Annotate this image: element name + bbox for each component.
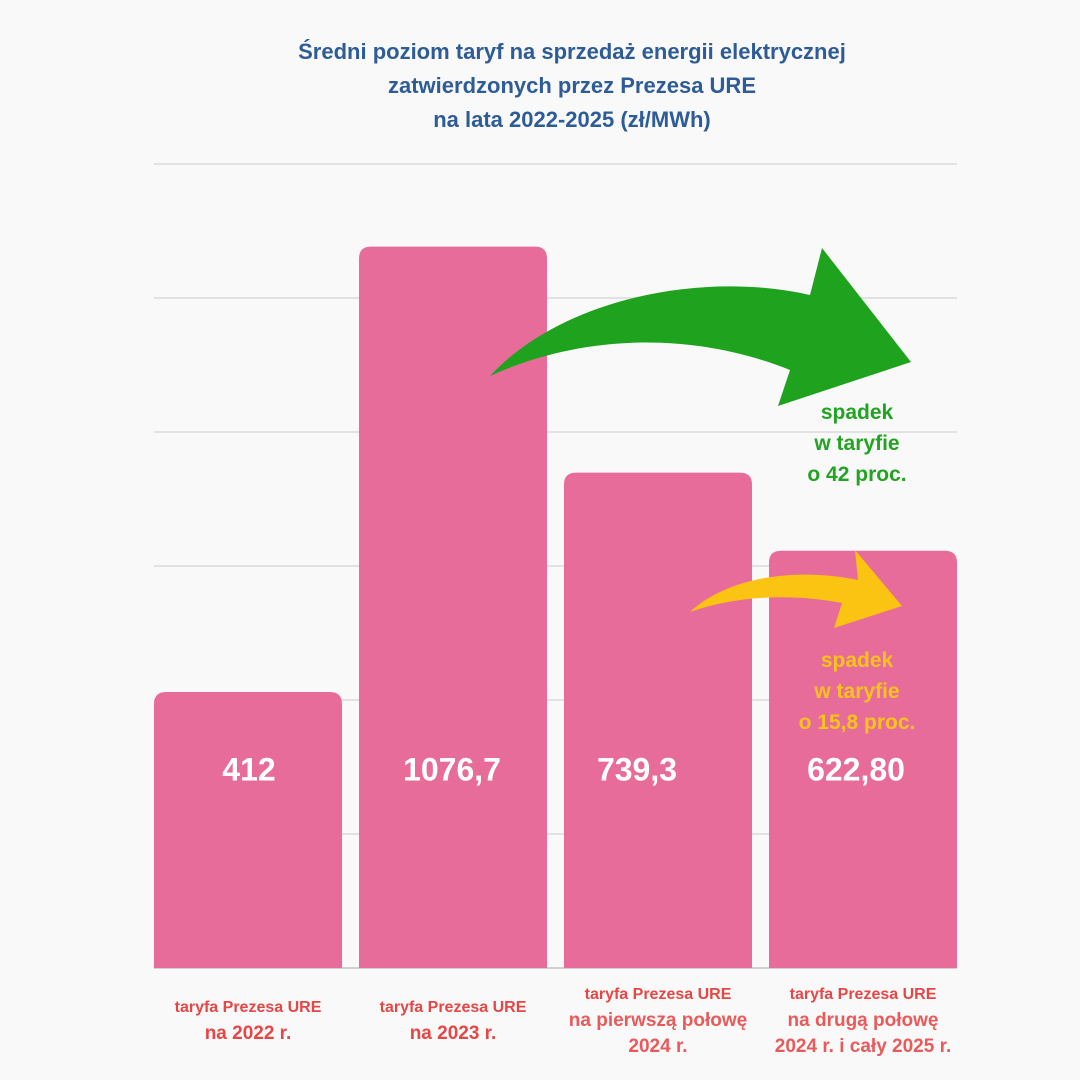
x-tick-label-line: na 2023 r. (410, 1023, 497, 1044)
annotation: spadek w taryfie o 42 proc. (807, 401, 906, 486)
bar (359, 246, 547, 969)
annotation-line: o 15,8 proc. (799, 711, 916, 734)
x-tick-label-line: taryfa Prezesa URE (585, 986, 732, 1003)
x-tick-label-line: na drugą połowę (788, 1010, 939, 1031)
value-label: 412 (222, 751, 275, 787)
x-tick-label-line: na pierwszą połowę (569, 1010, 747, 1031)
annotation-line: o 42 proc. (807, 463, 906, 486)
arrow (690, 550, 902, 628)
annotation: spadek w taryfie o 15,8 proc. (799, 649, 916, 734)
x-tick-label: taryfa Prezesa URE na 2022 r. (175, 999, 322, 1044)
x-tick-label: taryfa Prezesa URE na drugą połowę 2024 r.… (775, 986, 951, 1057)
x-tick-label-line: na 2022 r. (205, 1023, 292, 1044)
chart-title: Średni poziom taryf na sprzedaż energii … (298, 39, 846, 132)
x-tick-label: taryfa Prezesa URE na pierwszą połowę 2024… (569, 986, 747, 1057)
bar (769, 550, 957, 968)
value-label: 1076,7 (403, 751, 501, 787)
annotation-line: w taryfie (813, 432, 899, 455)
x-tick-label-line: 2024 r. i cały 2025 r. (775, 1036, 951, 1057)
bar (564, 472, 752, 968)
arrow (490, 248, 911, 406)
value-label: 739,3 (597, 751, 677, 787)
annotation-line: spadek (821, 649, 894, 672)
chart-title-line: Średni poziom taryf na sprzedaż energii … (298, 39, 846, 64)
bar (154, 691, 342, 968)
x-tick-label-line: taryfa Prezesa URE (380, 999, 527, 1016)
x-tick-label-line: taryfa Prezesa URE (175, 999, 322, 1016)
x-tick-label: taryfa Prezesa URE na 2023 r. (380, 999, 527, 1044)
x-tick-label-line: 2024 r. (628, 1036, 687, 1057)
annotation-line: spadek (821, 401, 894, 424)
x-tick-label-line: taryfa Prezesa URE (790, 986, 937, 1003)
chart-title-line: na lata 2022-2025 (zł/MWh) (433, 107, 711, 132)
value-label: 622,80 (807, 751, 905, 787)
annotation-line: w taryfie (813, 680, 899, 703)
chart-title-line: zatwierdzonych przez Prezesa URE (388, 73, 756, 98)
